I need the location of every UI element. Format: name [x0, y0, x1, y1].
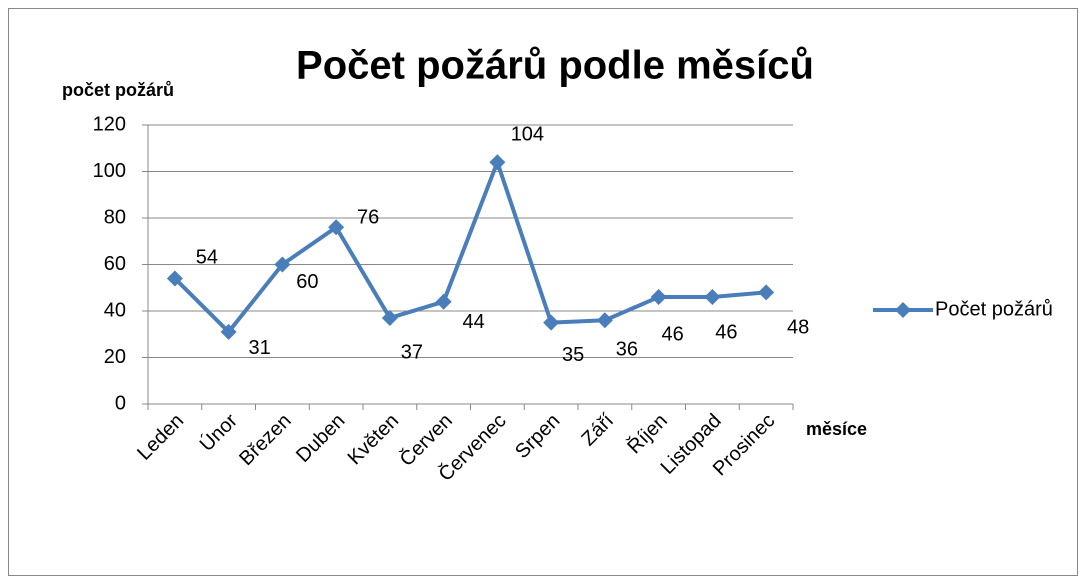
y-tick-label: 20	[104, 346, 126, 368]
data-label: 46	[715, 321, 737, 343]
data-label: 31	[249, 337, 271, 359]
data-label: 44	[463, 311, 485, 333]
y-axis-label: počet požárů	[62, 80, 174, 100]
y-tick-label: 60	[104, 253, 126, 275]
chart-title: Počet požárů podle měsíců	[296, 44, 814, 88]
marker	[650, 289, 667, 306]
legend-label: Počet požárů	[935, 298, 1053, 320]
marker	[596, 312, 613, 329]
marker	[435, 293, 452, 310]
data-label: 46	[662, 323, 684, 345]
marker	[381, 309, 398, 326]
data-label: 54	[196, 247, 218, 269]
data-label: 60	[296, 271, 318, 293]
legend-marker	[895, 302, 911, 318]
data-label: 37	[401, 341, 423, 363]
y-tick-label: 0	[115, 392, 126, 414]
marker	[758, 284, 775, 301]
series-line	[173, 160, 767, 334]
y-tick-label: 120	[93, 113, 126, 135]
y-tick-label: 40	[104, 299, 126, 321]
data-label: 104	[511, 123, 544, 145]
marker	[543, 314, 560, 331]
data-label: 76	[357, 207, 379, 229]
data-label: 48	[787, 317, 809, 339]
data-label: 35	[562, 344, 584, 366]
marker	[489, 154, 506, 171]
marker	[704, 289, 721, 306]
marker	[274, 256, 291, 273]
y-tick-label: 100	[93, 160, 126, 182]
marker	[220, 323, 237, 340]
marker	[166, 270, 183, 287]
y-tick-label: 80	[104, 206, 126, 228]
x-axis-label: měsíce	[806, 419, 867, 439]
marker	[328, 219, 345, 236]
data-label: 36	[616, 339, 638, 361]
